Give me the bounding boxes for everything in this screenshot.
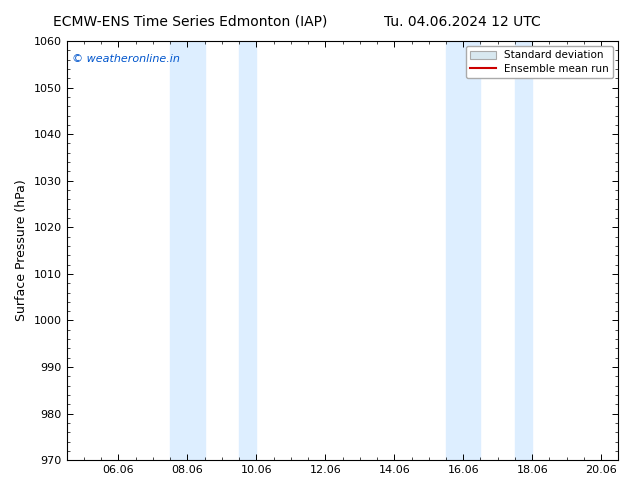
Bar — [446, 41, 481, 460]
Text: © weatheronline.in: © weatheronline.in — [72, 53, 180, 64]
Legend: Standard deviation, Ensemble mean run: Standard deviation, Ensemble mean run — [466, 46, 613, 78]
Text: ECMW-ENS Time Series Edmonton (IAP): ECMW-ENS Time Series Edmonton (IAP) — [53, 15, 327, 29]
Text: Tu. 04.06.2024 12 UTC: Tu. 04.06.2024 12 UTC — [384, 15, 541, 29]
Bar — [239, 41, 256, 460]
Y-axis label: Surface Pressure (hPa): Surface Pressure (hPa) — [15, 180, 28, 321]
Bar — [170, 41, 205, 460]
Bar — [515, 41, 532, 460]
